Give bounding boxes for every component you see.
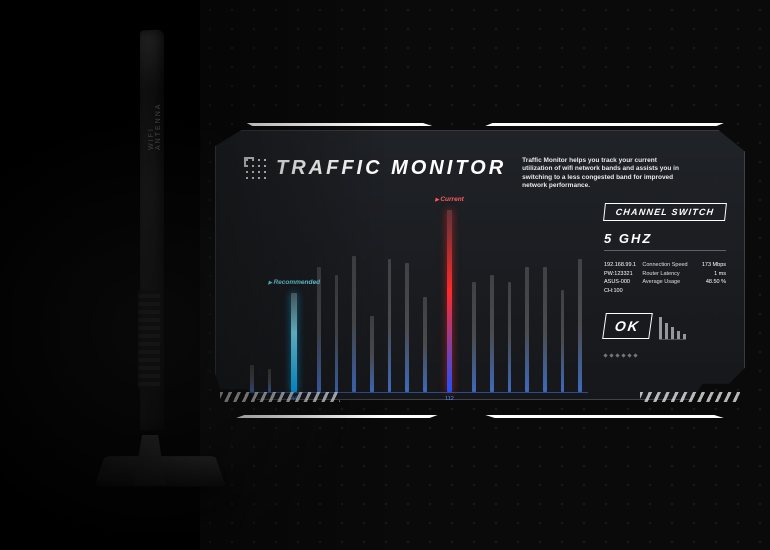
band-label: 5 GHZ	[604, 231, 726, 251]
stat-latency: 1 ms	[692, 270, 726, 279]
decorative-dots	[604, 354, 726, 357]
channel-bar	[472, 282, 476, 392]
channel-bar	[490, 275, 494, 392]
panel-title: TRAFFIC MONITOR	[276, 157, 506, 180]
stat-ssid: ASUS-000	[604, 278, 638, 287]
antenna-side-label: WIFI ANTENNA	[148, 103, 162, 150]
channel-bar	[335, 275, 339, 392]
hatch-decor-left	[220, 392, 340, 402]
channel-bar	[268, 369, 272, 392]
panel-sidebar: CHANNEL SWITCH 5 GHZ 192.168.99.1 PW:123…	[604, 203, 726, 393]
channel-bar	[543, 267, 547, 392]
stat-speed: 173 Mbps	[692, 261, 726, 270]
channel-bar	[508, 282, 512, 392]
traffic-monitor-panel: TRAFFIC MONITOR Traffic Monitor helps yo…	[215, 130, 745, 400]
bar-tag: Recommended	[268, 279, 320, 286]
traffic-icon	[244, 157, 266, 179]
channel-bar: Recommended44	[291, 293, 297, 391]
channel-bar	[388, 259, 392, 391]
stat-ip: 192.168.99.1	[604, 261, 638, 270]
channel-bar	[317, 267, 321, 392]
channel-bar	[405, 263, 409, 392]
channel-switch-button[interactable]: CHANNEL SWITCH	[603, 203, 727, 221]
channel-bar	[423, 297, 427, 392]
channel-bar	[352, 256, 356, 392]
connection-stats: 192.168.99.1 PW:123321 ASUS-000 CH:100 C…	[604, 261, 726, 296]
channel-bar	[250, 365, 254, 391]
channel-bar	[370, 316, 374, 392]
hatch-decor-right	[640, 392, 740, 402]
utilization-chart: Recommended44 Current112	[244, 203, 588, 393]
channel-bar	[578, 259, 582, 391]
channel-bar	[561, 290, 565, 392]
mini-bars	[659, 312, 686, 340]
product-antenna: WIFI ANTENNA	[110, 30, 180, 500]
ok-button[interactable]: OK	[602, 313, 653, 339]
bar-tag: Current	[435, 196, 464, 203]
stat-usage: 48.50 %	[692, 278, 726, 287]
panel-description: Traffic Monitor helps you track your cur…	[522, 157, 682, 191]
channel-bar: Current112	[447, 210, 453, 391]
channel-bar	[525, 267, 529, 392]
